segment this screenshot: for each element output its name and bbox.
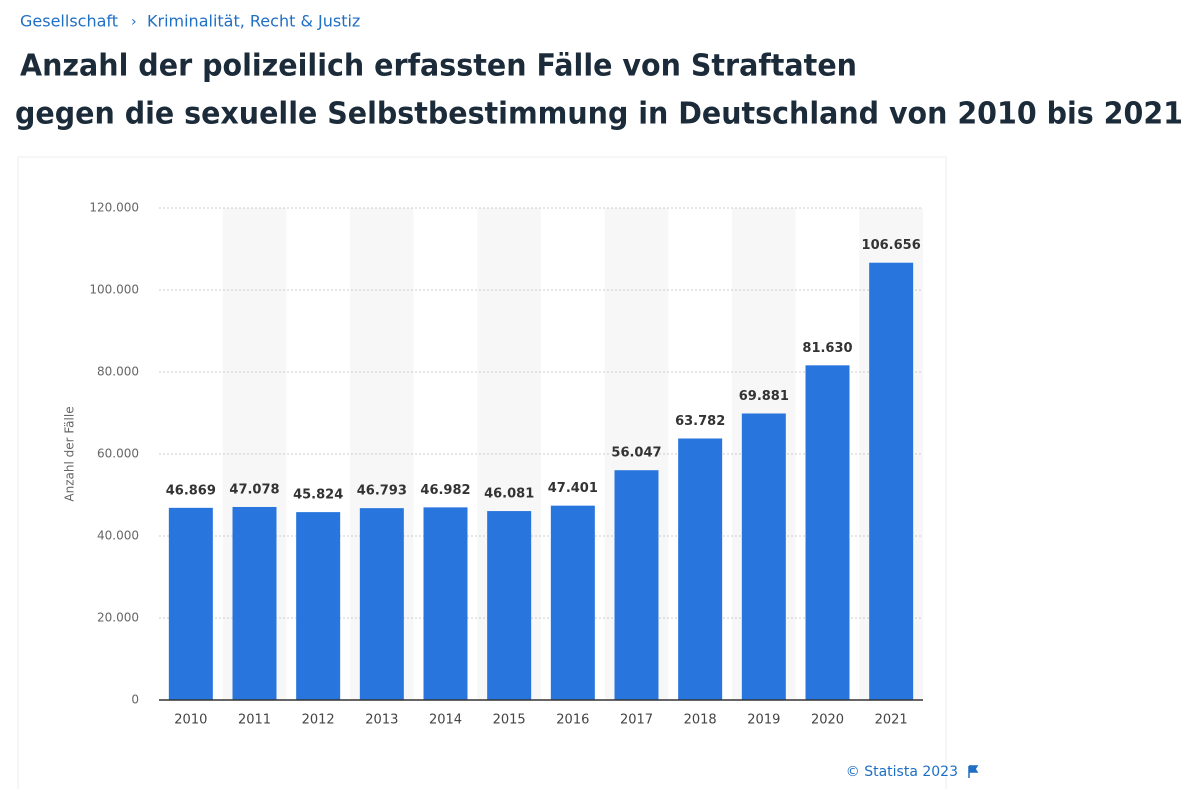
x-tick-label: 2014 [429, 713, 462, 728]
y-tick-label: 80.000 [97, 365, 139, 379]
x-tick-label: 2015 [493, 713, 526, 728]
y-tick-label: 60.000 [97, 447, 139, 461]
value-label: 47.401 [548, 481, 598, 496]
value-label: 47.078 [229, 482, 279, 497]
bar [423, 507, 468, 700]
breadcrumb-link[interactable]: Gesellschaft [20, 12, 118, 31]
y-tick-label: 100.000 [89, 283, 139, 297]
x-tick-label: 2010 [174, 713, 207, 728]
value-label: 69.881 [739, 389, 789, 404]
bar [614, 470, 659, 700]
bar [678, 438, 723, 700]
value-label: 63.782 [675, 414, 725, 429]
flag-icon[interactable] [968, 765, 979, 778]
value-label: 46.081 [484, 487, 534, 502]
breadcrumb-link[interactable]: Kriminalität, Recht & Justiz [147, 12, 360, 31]
y-tick-label: 0 [131, 693, 139, 707]
bar [232, 506, 277, 700]
bar [359, 508, 404, 700]
value-label: 56.047 [611, 446, 661, 461]
value-label: 46.793 [357, 484, 407, 499]
x-tick-label: 2013 [365, 713, 398, 728]
y-tick-label: 40.000 [97, 529, 139, 543]
value-label: 81.630 [802, 341, 852, 356]
x-tick-label: 2021 [875, 713, 908, 728]
y-axis-label: Anzahl der Fälle [63, 406, 77, 501]
value-label: 106.656 [862, 238, 921, 253]
chart-title: gegen die sexuelle Selbstbestimmung in D… [15, 97, 1183, 132]
y-tick-label: 120.000 [89, 201, 139, 215]
bar [869, 262, 914, 700]
x-tick-label: 2011 [238, 713, 271, 728]
bar [168, 507, 213, 700]
x-tick-label: 2020 [811, 713, 844, 728]
bar [550, 505, 595, 700]
value-label: 46.869 [166, 483, 216, 498]
bar [487, 511, 532, 700]
value-label: 46.982 [420, 483, 470, 498]
source[interactable]: © Statista 2023 [846, 764, 958, 780]
y-tick-label: 20.000 [97, 611, 139, 625]
x-tick-label: 2012 [302, 713, 335, 728]
x-tick-label: 2017 [620, 713, 653, 728]
x-tick-label: 2018 [684, 713, 717, 728]
x-tick-label: 2016 [556, 713, 589, 728]
bar [741, 413, 786, 700]
chart-title: Anzahl der polizeilich erfassten Fälle v… [20, 49, 857, 84]
x-tick-label: 2019 [747, 713, 780, 728]
bar [296, 512, 341, 700]
value-label: 45.824 [293, 488, 343, 503]
bar [805, 365, 850, 700]
breadcrumb-separator: › [131, 14, 137, 30]
